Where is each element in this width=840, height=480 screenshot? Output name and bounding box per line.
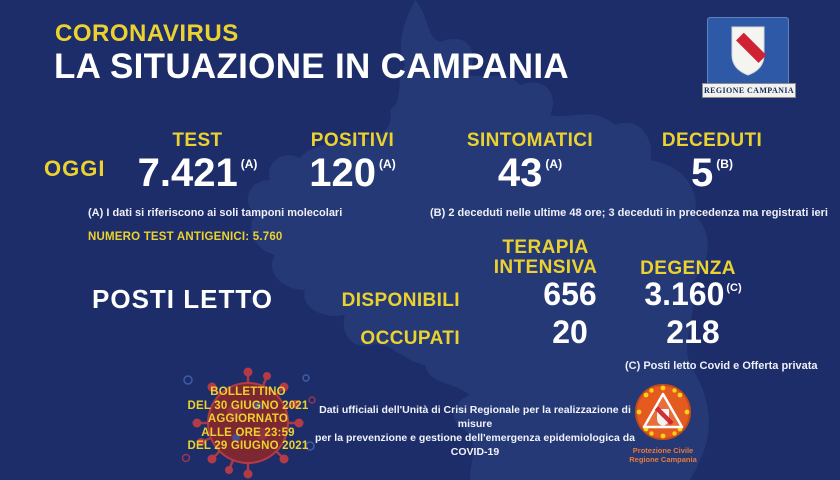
stat-sintomatici-label: SINTOMATICI <box>466 130 594 151</box>
bulletin-line: ALLE ORE 23:59 <box>201 426 295 439</box>
stat-deceduti-value: 5 (B) <box>691 151 733 195</box>
row-label-disponibili: DISPONIBILI <box>341 290 460 311</box>
stat-deceduti-label: DECEDUTI <box>661 130 763 151</box>
stat-test: TEST 7.421 (A) <box>120 130 275 194</box>
stat-positivi: POSITIVI 120 (A) <box>275 130 430 194</box>
stat-positivi-value: 120 (A) <box>309 151 396 195</box>
beds-available-ward: 3.160 (C) <box>644 276 742 312</box>
stat-deceduti-note: (B) <box>716 157 733 171</box>
footnote-b: (B) 2 deceduti nelle ultime 48 ore; 3 de… <box>430 207 828 219</box>
row-label-occupati: OCCUPATI <box>360 328 460 349</box>
stat-positivi-note: (A) <box>379 157 396 171</box>
stat-sintomatici-note: (A) <box>545 157 563 171</box>
protezione-civile-logo-icon <box>635 384 691 440</box>
bulletin-date-block: BOLLETTINO DEL 30 GIUGNO 2021 AGGIORNATO… <box>163 386 333 454</box>
footer-credit: Dati ufficiali dell'Unità di Crisi Regio… <box>308 403 642 459</box>
stat-test-note: (A) <box>240 157 258 171</box>
regione-campania-shield-icon <box>707 17 789 91</box>
beds-occupied-icu: 20 <box>552 314 588 350</box>
footer-credit-line2: per la prevenzione e gestione dell'emerg… <box>315 432 635 458</box>
beds-occupied-ward: 218 <box>666 314 720 350</box>
beds-section-title: POSTI LETTO <box>92 284 273 314</box>
title-line-1: CORONAVIRUS <box>55 20 239 47</box>
bulletin-line: DEL 30 GIUGNO 2021 <box>187 399 309 412</box>
stat-deceduti: DECEDUTI 5 (B) <box>633 130 791 194</box>
stat-sintomatici: SINTOMATICI 43 (A) <box>450 130 610 194</box>
stat-positivi-label: POSITIVI <box>310 130 395 151</box>
antigen-tests-line: NUMERO TEST ANTIGENICI: 5.760 <box>88 231 283 243</box>
column-header-degenza: DEGENZA <box>640 258 736 279</box>
protezione-civile-logo-label: Protezione Civile Regione Campania <box>629 446 697 464</box>
footer-credit-line1: Dati ufficiali dell'Unità di Crisi Regio… <box>319 404 631 430</box>
stat-test-label: TEST <box>172 130 223 151</box>
regione-campania-logo-label: REGIONE CAMPANIA <box>702 83 796 98</box>
coronavirus-icon <box>181 367 316 479</box>
footnote-c: (C) Posti letto Covid e Offerta privata <box>625 360 818 372</box>
regione-campania-logo: REGIONE CAMPANIA <box>702 17 796 103</box>
bulletin-line: DEL 29 GIUGNO 2021 <box>187 440 309 452</box>
bulletin-line: AGGIORNATO <box>207 413 289 425</box>
bulletin-line: BOLLETTINO <box>210 386 286 398</box>
today-label: OGGI <box>44 156 106 181</box>
stat-test-value: 7.421 (A) <box>137 151 258 195</box>
beds-available-ward-note: (C) <box>726 282 742 294</box>
stat-sintomatici-value: 43 (A) <box>497 151 563 195</box>
footnote-a: (A) I dati si riferiscono ai soli tampon… <box>88 207 343 219</box>
column-header-terapia-intensiva: TERAPIA INTENSIVA <box>493 237 598 278</box>
title-line-2: LA SITUAZIONE IN CAMPANIA <box>54 47 569 86</box>
beds-available-icu: 656 <box>543 276 597 312</box>
